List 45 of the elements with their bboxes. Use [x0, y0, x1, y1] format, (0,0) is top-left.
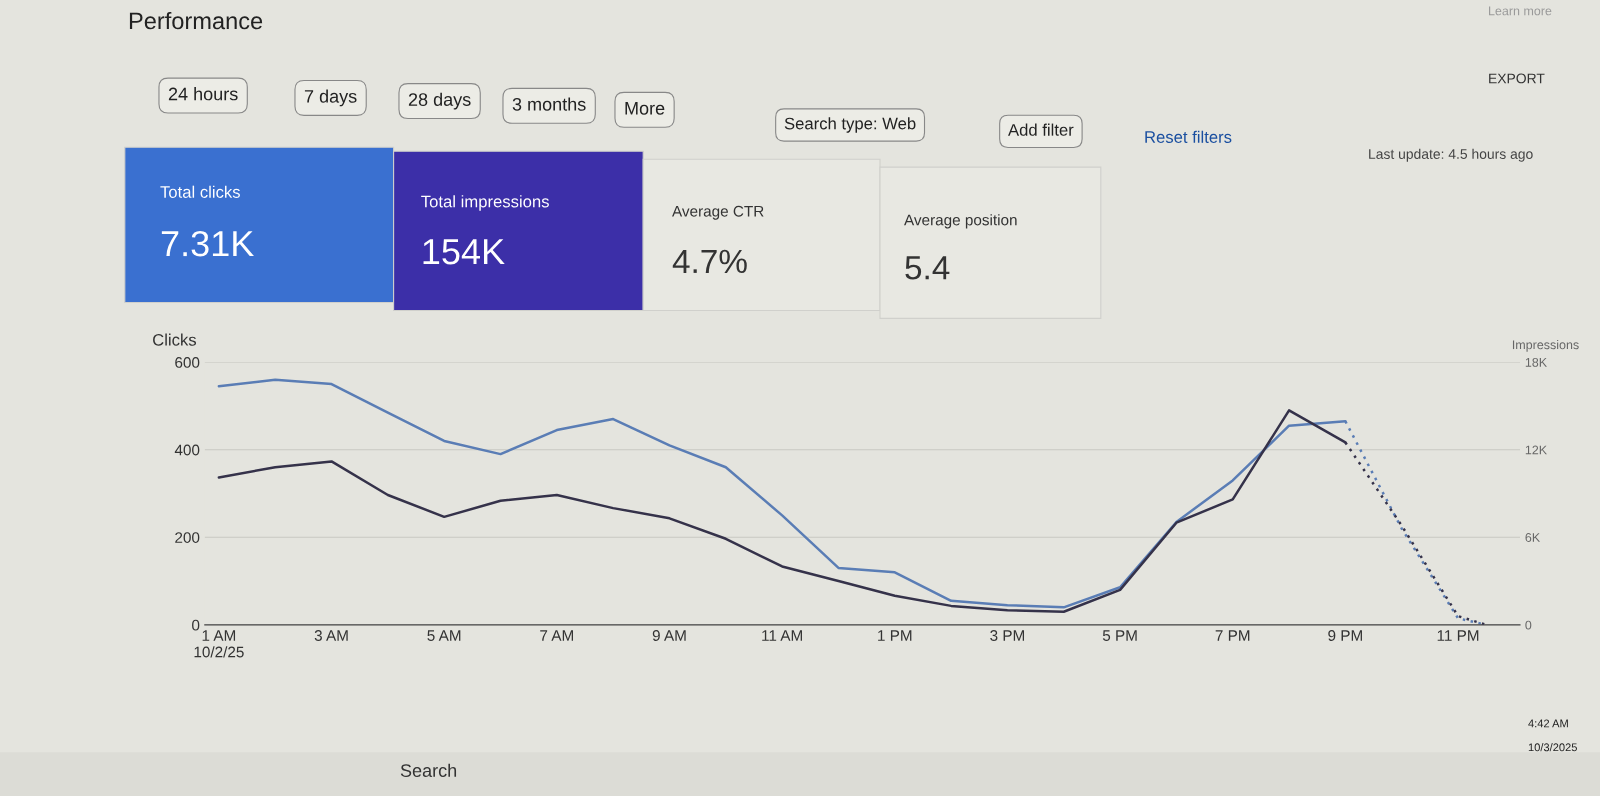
y-tick-label: 0 [192, 619, 200, 631]
x-tick-label: 3 AM [314, 630, 348, 641]
text: Learn more [1489, 6, 1552, 16]
text: 4:42 AM [1528, 719, 1568, 728]
text: Search type: Web [784, 117, 916, 133]
x-tick-label: 7 PM [1215, 630, 1250, 641]
text: Reset filters [1145, 130, 1232, 143]
y2-tick-label: 18K [1525, 357, 1547, 367]
y-axis-title: Clicks [153, 333, 197, 346]
text: Add filter [1008, 123, 1074, 136]
y-tick-label: 400 [174, 444, 200, 456]
y-tick-label: 600 [175, 357, 200, 368]
text: 7.31K [161, 230, 254, 257]
text: Total impressions [421, 195, 549, 211]
text: 4.7% [672, 249, 747, 274]
y-tick-label: 200 [175, 532, 200, 543]
text: More [625, 102, 665, 115]
x-tick-label: 11 AM [762, 630, 802, 641]
text: Average CTR [672, 205, 764, 220]
y2-axis-title: Impressions [1512, 340, 1579, 352]
text: Search [400, 763, 457, 777]
text: 7 days [304, 89, 357, 107]
y2-tick-label: 6K [1525, 533, 1541, 542]
y2-tick-label: 12K [1525, 445, 1547, 455]
x-tick-label: 1 PM [878, 630, 912, 641]
text: 5.4 [905, 256, 950, 280]
y2-tick-label: 0 [1525, 620, 1532, 630]
x-tick-label: 9 PM [1328, 630, 1362, 641]
x-tick-label: 7 AM [540, 630, 573, 641]
x-tick-label: 9 AM [652, 630, 686, 641]
text: EXPORT [1489, 73, 1545, 84]
x-tick-label: 5 AM [427, 630, 461, 641]
x-tick-label: 3 PM [990, 630, 1025, 641]
text: Last update: 4.5 hours ago [1369, 148, 1533, 162]
text: 3 months [512, 97, 586, 111]
x-tick-label: 11 PM [1437, 630, 1479, 641]
x-tick-label: 1 AM 10/2/25 [194, 630, 244, 658]
text: 154K [423, 239, 505, 265]
text: 28 days [408, 92, 471, 110]
text: 10/3/2025 [1528, 743, 1577, 752]
text: Average position [904, 214, 1017, 229]
text: Total clicks [160, 185, 240, 198]
x-tick-label: 5 PM [1102, 630, 1137, 641]
text: Performance [129, 11, 263, 30]
text: 24 hours [168, 87, 238, 101]
